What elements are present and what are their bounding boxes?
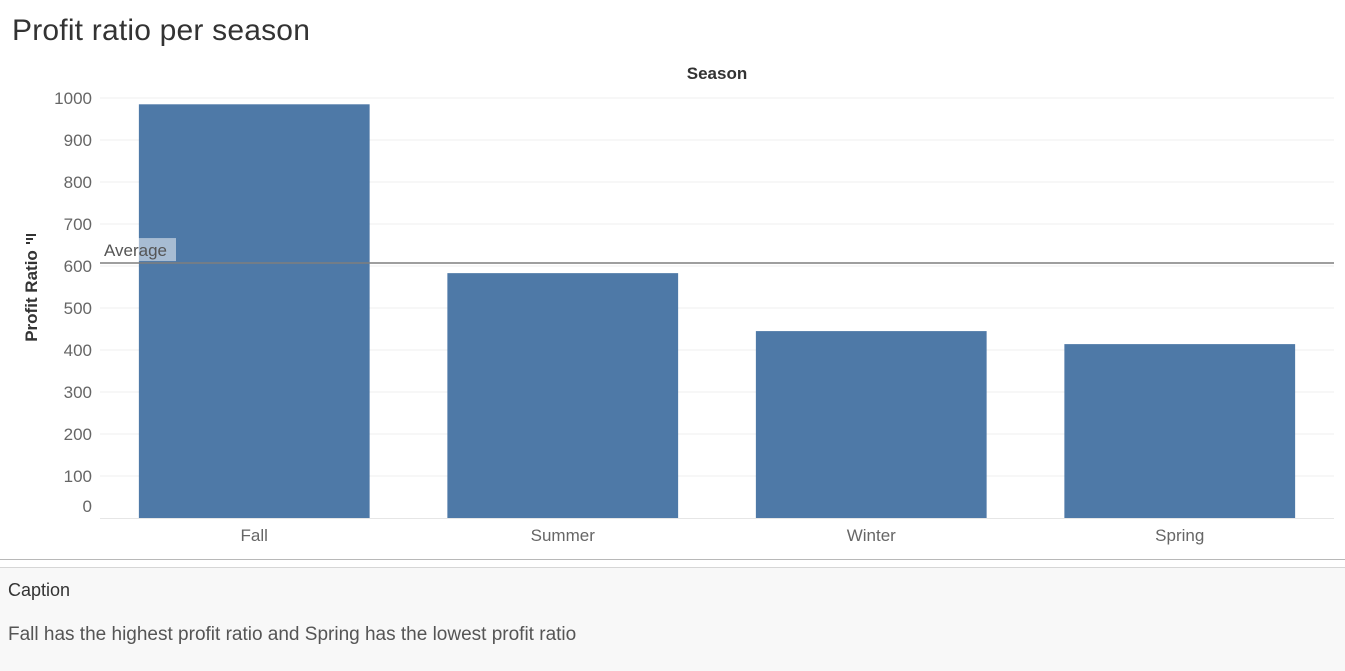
y-axis-ticks: 0 100 200 300 400 500 600 700 800 900 1000 xyxy=(54,89,92,516)
x-category-label: Fall xyxy=(241,526,268,545)
sort-descending-icon[interactable] xyxy=(26,234,36,244)
y-tick-label: 100 xyxy=(64,467,92,486)
y-tick-label: 400 xyxy=(64,341,92,360)
bar-chart: 0 100 200 300 400 500 600 700 800 900 1000 Fall Sum… xyxy=(22,64,1334,545)
average-reference: Average xyxy=(100,238,1334,264)
chart-title: Profit ratio per season xyxy=(12,14,311,47)
caption-divider-secondary xyxy=(0,567,1345,568)
y-tick-label: 600 xyxy=(64,257,92,276)
y-tick-label: 700 xyxy=(64,215,92,234)
y-tick-label: 800 xyxy=(64,173,92,192)
caption-divider xyxy=(0,559,1345,560)
x-axis-categories: Fall Summer Winter Spring xyxy=(241,526,1205,545)
y-tick-label: 300 xyxy=(64,383,92,402)
x-category-label: Summer xyxy=(531,526,596,545)
x-axis-title: Season xyxy=(687,64,747,83)
bar-winter[interactable] xyxy=(755,331,987,518)
average-label-bg xyxy=(101,238,176,262)
y-tick-label: 0 xyxy=(83,497,92,516)
y-axis-title: Profit Ratio xyxy=(22,250,41,342)
average-label: Average xyxy=(104,241,167,260)
y-tick-label: 200 xyxy=(64,425,92,444)
x-category-label: Spring xyxy=(1155,526,1204,545)
caption-panel: Caption Fall has the highest profit rati… xyxy=(0,568,1345,671)
bar-summer[interactable] xyxy=(447,273,679,518)
caption-label: Caption xyxy=(8,580,71,600)
bar-fall[interactable] xyxy=(138,104,370,519)
bar-spring[interactable] xyxy=(1064,344,1296,518)
bars xyxy=(138,104,1296,519)
y-tick-label: 500 xyxy=(64,299,92,318)
x-category-label: Winter xyxy=(847,526,896,545)
y-tick-label: 1000 xyxy=(54,89,92,108)
caption-text: Fall has the highest profit ratio and Sp… xyxy=(8,624,577,645)
y-tick-label: 900 xyxy=(64,131,92,150)
